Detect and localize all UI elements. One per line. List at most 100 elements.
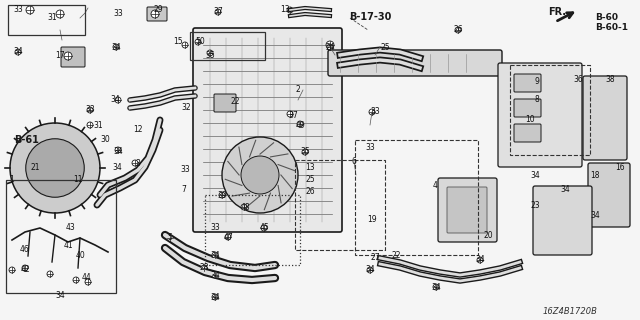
Circle shape <box>73 277 79 283</box>
Circle shape <box>367 267 373 273</box>
Circle shape <box>10 123 100 213</box>
Text: 33: 33 <box>85 106 95 115</box>
Text: 34: 34 <box>113 148 123 156</box>
Text: 29: 29 <box>153 5 163 14</box>
Circle shape <box>64 52 72 60</box>
Bar <box>6 180 116 293</box>
Text: 33: 33 <box>370 108 380 116</box>
Text: 48: 48 <box>240 203 250 212</box>
Circle shape <box>212 272 218 278</box>
Text: 34: 34 <box>475 255 485 265</box>
Text: 31: 31 <box>47 13 57 22</box>
Circle shape <box>477 257 483 263</box>
Text: 38: 38 <box>605 76 615 84</box>
Text: 34: 34 <box>530 171 540 180</box>
Text: 34: 34 <box>110 95 120 105</box>
FancyBboxPatch shape <box>514 74 541 92</box>
Circle shape <box>369 109 375 115</box>
Text: 19: 19 <box>367 215 377 225</box>
Circle shape <box>113 44 119 50</box>
Circle shape <box>56 10 64 18</box>
Text: 34: 34 <box>55 291 65 300</box>
Circle shape <box>287 7 293 13</box>
Circle shape <box>201 265 207 271</box>
Circle shape <box>85 279 91 285</box>
FancyBboxPatch shape <box>214 94 236 112</box>
Text: 1: 1 <box>10 175 14 185</box>
Text: 2: 2 <box>296 85 300 94</box>
Text: 34: 34 <box>210 270 220 279</box>
Circle shape <box>26 6 34 14</box>
Text: 34: 34 <box>111 43 121 52</box>
Text: 13: 13 <box>305 164 315 172</box>
Text: 34: 34 <box>560 186 570 195</box>
Text: 34: 34 <box>365 266 375 275</box>
Circle shape <box>261 225 267 231</box>
Text: 9: 9 <box>534 77 540 86</box>
Text: 20: 20 <box>483 230 493 239</box>
Text: 4: 4 <box>433 180 437 189</box>
Circle shape <box>182 42 188 48</box>
Text: 16Z4B1720B: 16Z4B1720B <box>543 308 597 316</box>
Text: 47: 47 <box>223 233 233 242</box>
Text: 44: 44 <box>81 274 91 283</box>
Text: 35: 35 <box>205 51 215 60</box>
Circle shape <box>225 234 231 240</box>
Circle shape <box>215 9 221 15</box>
Text: 7: 7 <box>182 186 186 195</box>
Text: 42: 42 <box>20 266 30 275</box>
Text: 22: 22 <box>230 98 240 107</box>
Text: 33: 33 <box>180 165 190 174</box>
Text: 35: 35 <box>300 148 310 156</box>
Text: 26: 26 <box>453 26 463 35</box>
FancyBboxPatch shape <box>447 187 487 233</box>
Text: 6: 6 <box>351 157 356 166</box>
Text: 34: 34 <box>210 292 220 301</box>
Text: 34: 34 <box>590 211 600 220</box>
Text: 18: 18 <box>590 171 600 180</box>
Text: 40: 40 <box>75 251 85 260</box>
Text: 8: 8 <box>534 95 540 105</box>
Circle shape <box>433 284 439 290</box>
Text: 15: 15 <box>173 37 183 46</box>
Text: 22: 22 <box>391 251 401 260</box>
Circle shape <box>212 294 218 300</box>
FancyBboxPatch shape <box>498 63 582 167</box>
Text: 34: 34 <box>13 47 23 57</box>
Circle shape <box>326 41 334 49</box>
Text: 5: 5 <box>168 234 172 243</box>
Text: 39: 39 <box>217 190 227 199</box>
Text: 41: 41 <box>63 241 73 250</box>
Text: FR.: FR. <box>548 7 566 17</box>
Text: 3: 3 <box>136 158 140 167</box>
Text: 37: 37 <box>213 7 223 17</box>
Text: 34: 34 <box>210 251 220 260</box>
Text: 49: 49 <box>295 121 305 130</box>
Circle shape <box>115 147 121 153</box>
Circle shape <box>297 121 303 127</box>
FancyBboxPatch shape <box>588 163 630 227</box>
Circle shape <box>87 122 93 128</box>
Bar <box>205 195 300 265</box>
Circle shape <box>167 235 173 241</box>
Text: 17: 17 <box>55 51 65 60</box>
FancyBboxPatch shape <box>438 178 497 242</box>
Text: 28: 28 <box>199 263 209 273</box>
Text: 33: 33 <box>13 5 23 14</box>
Circle shape <box>22 265 28 271</box>
Text: 16: 16 <box>615 164 625 172</box>
Text: 45: 45 <box>259 223 269 233</box>
FancyBboxPatch shape <box>514 99 541 117</box>
Circle shape <box>151 10 159 18</box>
Text: 36: 36 <box>573 76 583 84</box>
Text: B-61: B-61 <box>15 135 40 145</box>
Circle shape <box>9 267 15 273</box>
Circle shape <box>26 139 84 197</box>
Circle shape <box>327 44 333 50</box>
FancyBboxPatch shape <box>61 47 85 67</box>
Circle shape <box>15 49 21 55</box>
Text: B-60-1: B-60-1 <box>595 23 628 33</box>
Circle shape <box>241 156 279 194</box>
Text: 25: 25 <box>380 43 390 52</box>
FancyBboxPatch shape <box>533 186 592 255</box>
